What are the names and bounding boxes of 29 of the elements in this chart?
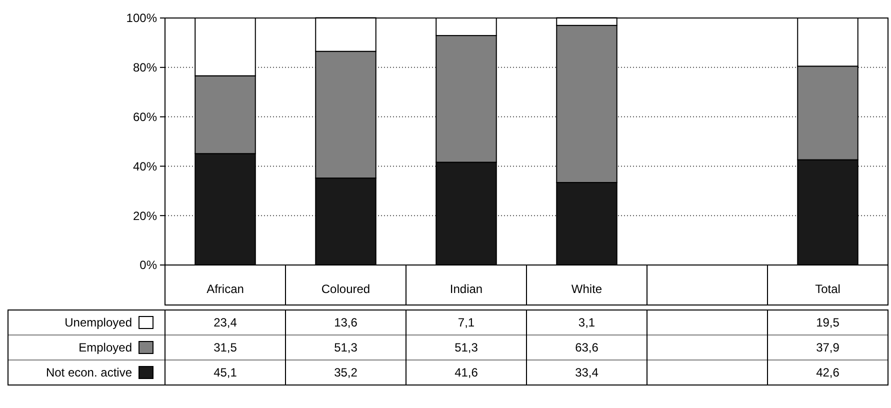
data-label: 3,1 xyxy=(578,316,596,330)
legend-label: Employed xyxy=(78,340,132,355)
data-label: 19,5 xyxy=(816,316,840,330)
data-label: 7,1 xyxy=(458,316,475,330)
legend-label: Not econ. active xyxy=(46,366,132,380)
data-label: 41,6 xyxy=(454,366,478,380)
data-label: 37,9 xyxy=(816,340,840,355)
x-tick-label: Indian xyxy=(450,282,483,296)
x-tick-label: Total xyxy=(815,282,840,296)
data-label: 33,4 xyxy=(575,366,599,380)
y-tick-label: 0% xyxy=(140,258,158,272)
data-label: 63,6 xyxy=(575,340,599,355)
data-label: 13,6 xyxy=(334,316,358,330)
data-label: 23,4 xyxy=(214,316,238,330)
data-label: 31,5 xyxy=(214,340,238,355)
data-label: 42,6 xyxy=(816,366,840,380)
data-label: 45,1 xyxy=(214,366,238,380)
y-tick-label: 80% xyxy=(132,60,158,75)
y-tick-label: 100% xyxy=(126,11,158,26)
data-label: 51,3 xyxy=(334,340,358,355)
data-label: 35,2 xyxy=(334,366,358,380)
x-tick-label: African xyxy=(206,282,244,296)
data-label: 51,3 xyxy=(454,340,478,355)
y-tick-label: 40% xyxy=(132,159,158,174)
x-tick-label: White xyxy=(571,282,602,296)
y-tick-label: 20% xyxy=(132,208,158,223)
x-tick-label: Coloured xyxy=(321,282,370,296)
legend-label: Unemployed xyxy=(64,316,132,330)
y-tick-label: 60% xyxy=(132,110,158,124)
